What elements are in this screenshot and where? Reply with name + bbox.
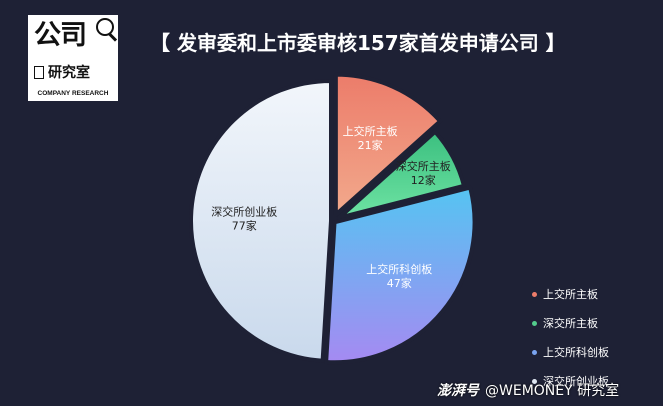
legend-swatch [532, 320, 537, 326]
logo-text-company: 公司 [34, 20, 87, 51]
legend-label: 上交所主板 [543, 288, 598, 301]
slice-label-name: 上交所科创板 [366, 262, 432, 276]
logo-research-label: 研究室 [48, 65, 90, 81]
logo-text-research: 研究室 [34, 62, 90, 82]
slice-label-value: 12家 [411, 173, 436, 187]
magnifier-icon [96, 18, 114, 36]
slice-szzb[interactable] [337, 129, 466, 220]
pie-slices [189, 72, 477, 365]
legend-swatch [532, 378, 537, 384]
legend-label: 深交所主板 [543, 317, 598, 330]
company-research-logo: 公司 研究室 COMPANY RESEARCH [28, 15, 118, 101]
slice-label-value: 77家 [232, 218, 257, 232]
slice-label-name: 上交所主板 [343, 124, 398, 138]
slice-shkcb[interactable] [324, 185, 477, 365]
legend-swatch [532, 349, 537, 355]
document-icon [34, 66, 44, 79]
watermark-handle: @WEMONEY 研究室 [485, 383, 620, 399]
legend-label: 深交所创业板 [543, 375, 609, 388]
logo-text-english: COMPANY RESEARCH [37, 90, 109, 97]
legend-label: 上交所科创板 [543, 346, 609, 359]
legend-item[interactable]: 上交所主板 [532, 287, 609, 301]
legend-item[interactable]: 上交所科创板 [532, 345, 609, 359]
chart-legend: 上交所主板深交所主板上交所科创板 深交所创业板 [532, 287, 609, 403]
slice-szcyb[interactable] [189, 78, 334, 363]
slice-shzb[interactable] [333, 72, 443, 217]
chart-title: 【 发审委和上市委审核157家首发申请公司 】 [150, 31, 566, 55]
watermark-brand: 澎湃号 [437, 383, 479, 399]
legend-swatch [532, 291, 537, 297]
watermark: 澎湃号 @WEMONEY 研究室 [437, 380, 619, 400]
slice-label-value: 47家 [387, 276, 412, 290]
legend-item[interactable]: 深交所创业板 [532, 374, 609, 388]
slice-label-name: 深交所创业板 [211, 204, 277, 218]
legend-item[interactable]: 深交所主板 [532, 316, 609, 330]
slice-label-name: 深交所主板 [396, 159, 451, 173]
slice-label-value: 21家 [358, 138, 383, 152]
